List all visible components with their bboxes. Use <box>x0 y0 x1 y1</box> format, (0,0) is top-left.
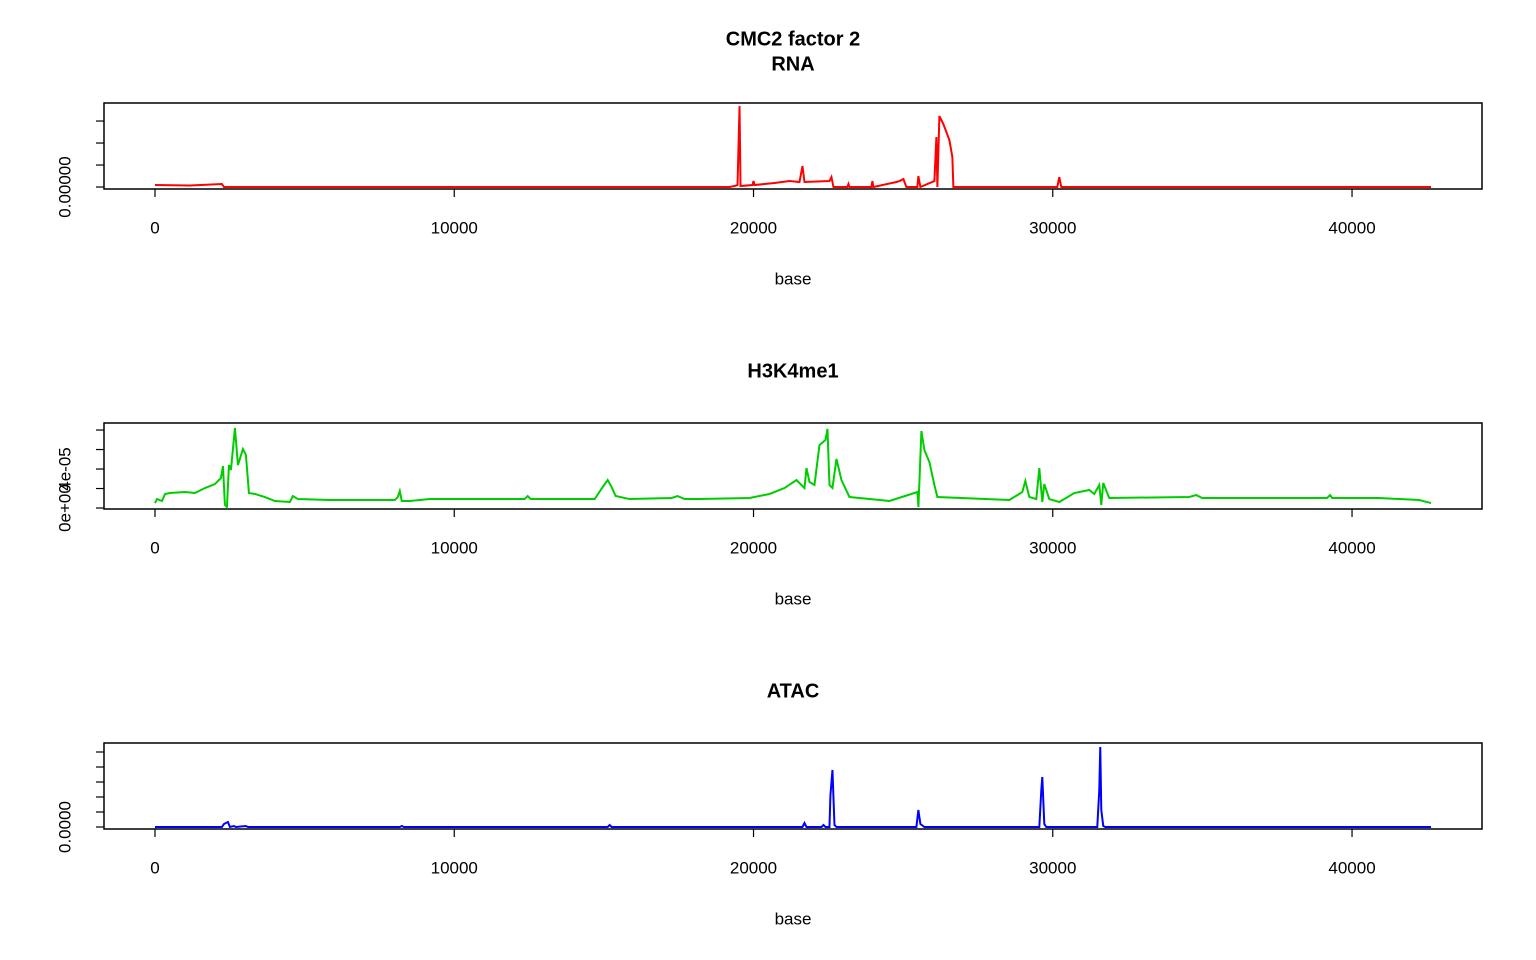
chart-subtitle: RNA <box>771 53 814 75</box>
plot-frame <box>103 102 1483 190</box>
x-tick-label: 40000 <box>1328 858 1375 877</box>
x-tick-label: 0 <box>150 538 159 557</box>
y-tick-label: 0.0000 <box>55 801 74 853</box>
x-tick-label: 30000 <box>1029 538 1076 557</box>
chart-title: H3K4me1 <box>747 360 838 382</box>
chart-title: CMC2 factor 2 <box>726 28 860 50</box>
x-tick-label: 10000 <box>431 858 478 877</box>
data-line <box>154 746 1432 829</box>
data-line <box>154 106 1432 189</box>
x-axis-label: base <box>775 269 812 288</box>
x-tick-label: 0 <box>150 218 159 237</box>
x-tick-label: 40000 <box>1328 538 1375 557</box>
x-tick-label: 40000 <box>1328 218 1375 237</box>
y-tick-label: 4e-05 <box>55 447 74 490</box>
x-tick-label: 0 <box>150 858 159 877</box>
x-tick-label: 20000 <box>730 858 777 877</box>
x-tick-label: 20000 <box>730 218 777 237</box>
plot-frame <box>103 742 1483 830</box>
x-tick-label: 30000 <box>1029 218 1076 237</box>
x-axis-label: base <box>775 909 812 928</box>
x-tick-label: 20000 <box>730 538 777 557</box>
x-tick-label: 10000 <box>431 538 478 557</box>
x-axis-label: base <box>775 589 812 608</box>
plot-frame <box>103 422 1483 510</box>
y-tick-label: 0e+00 <box>55 484 74 532</box>
data-line <box>154 427 1432 510</box>
chart-title: ATAC <box>767 680 820 702</box>
x-tick-label: 30000 <box>1029 858 1076 877</box>
x-tick-label: 10000 <box>431 218 478 237</box>
y-tick-label: 0.00000 <box>55 156 74 217</box>
